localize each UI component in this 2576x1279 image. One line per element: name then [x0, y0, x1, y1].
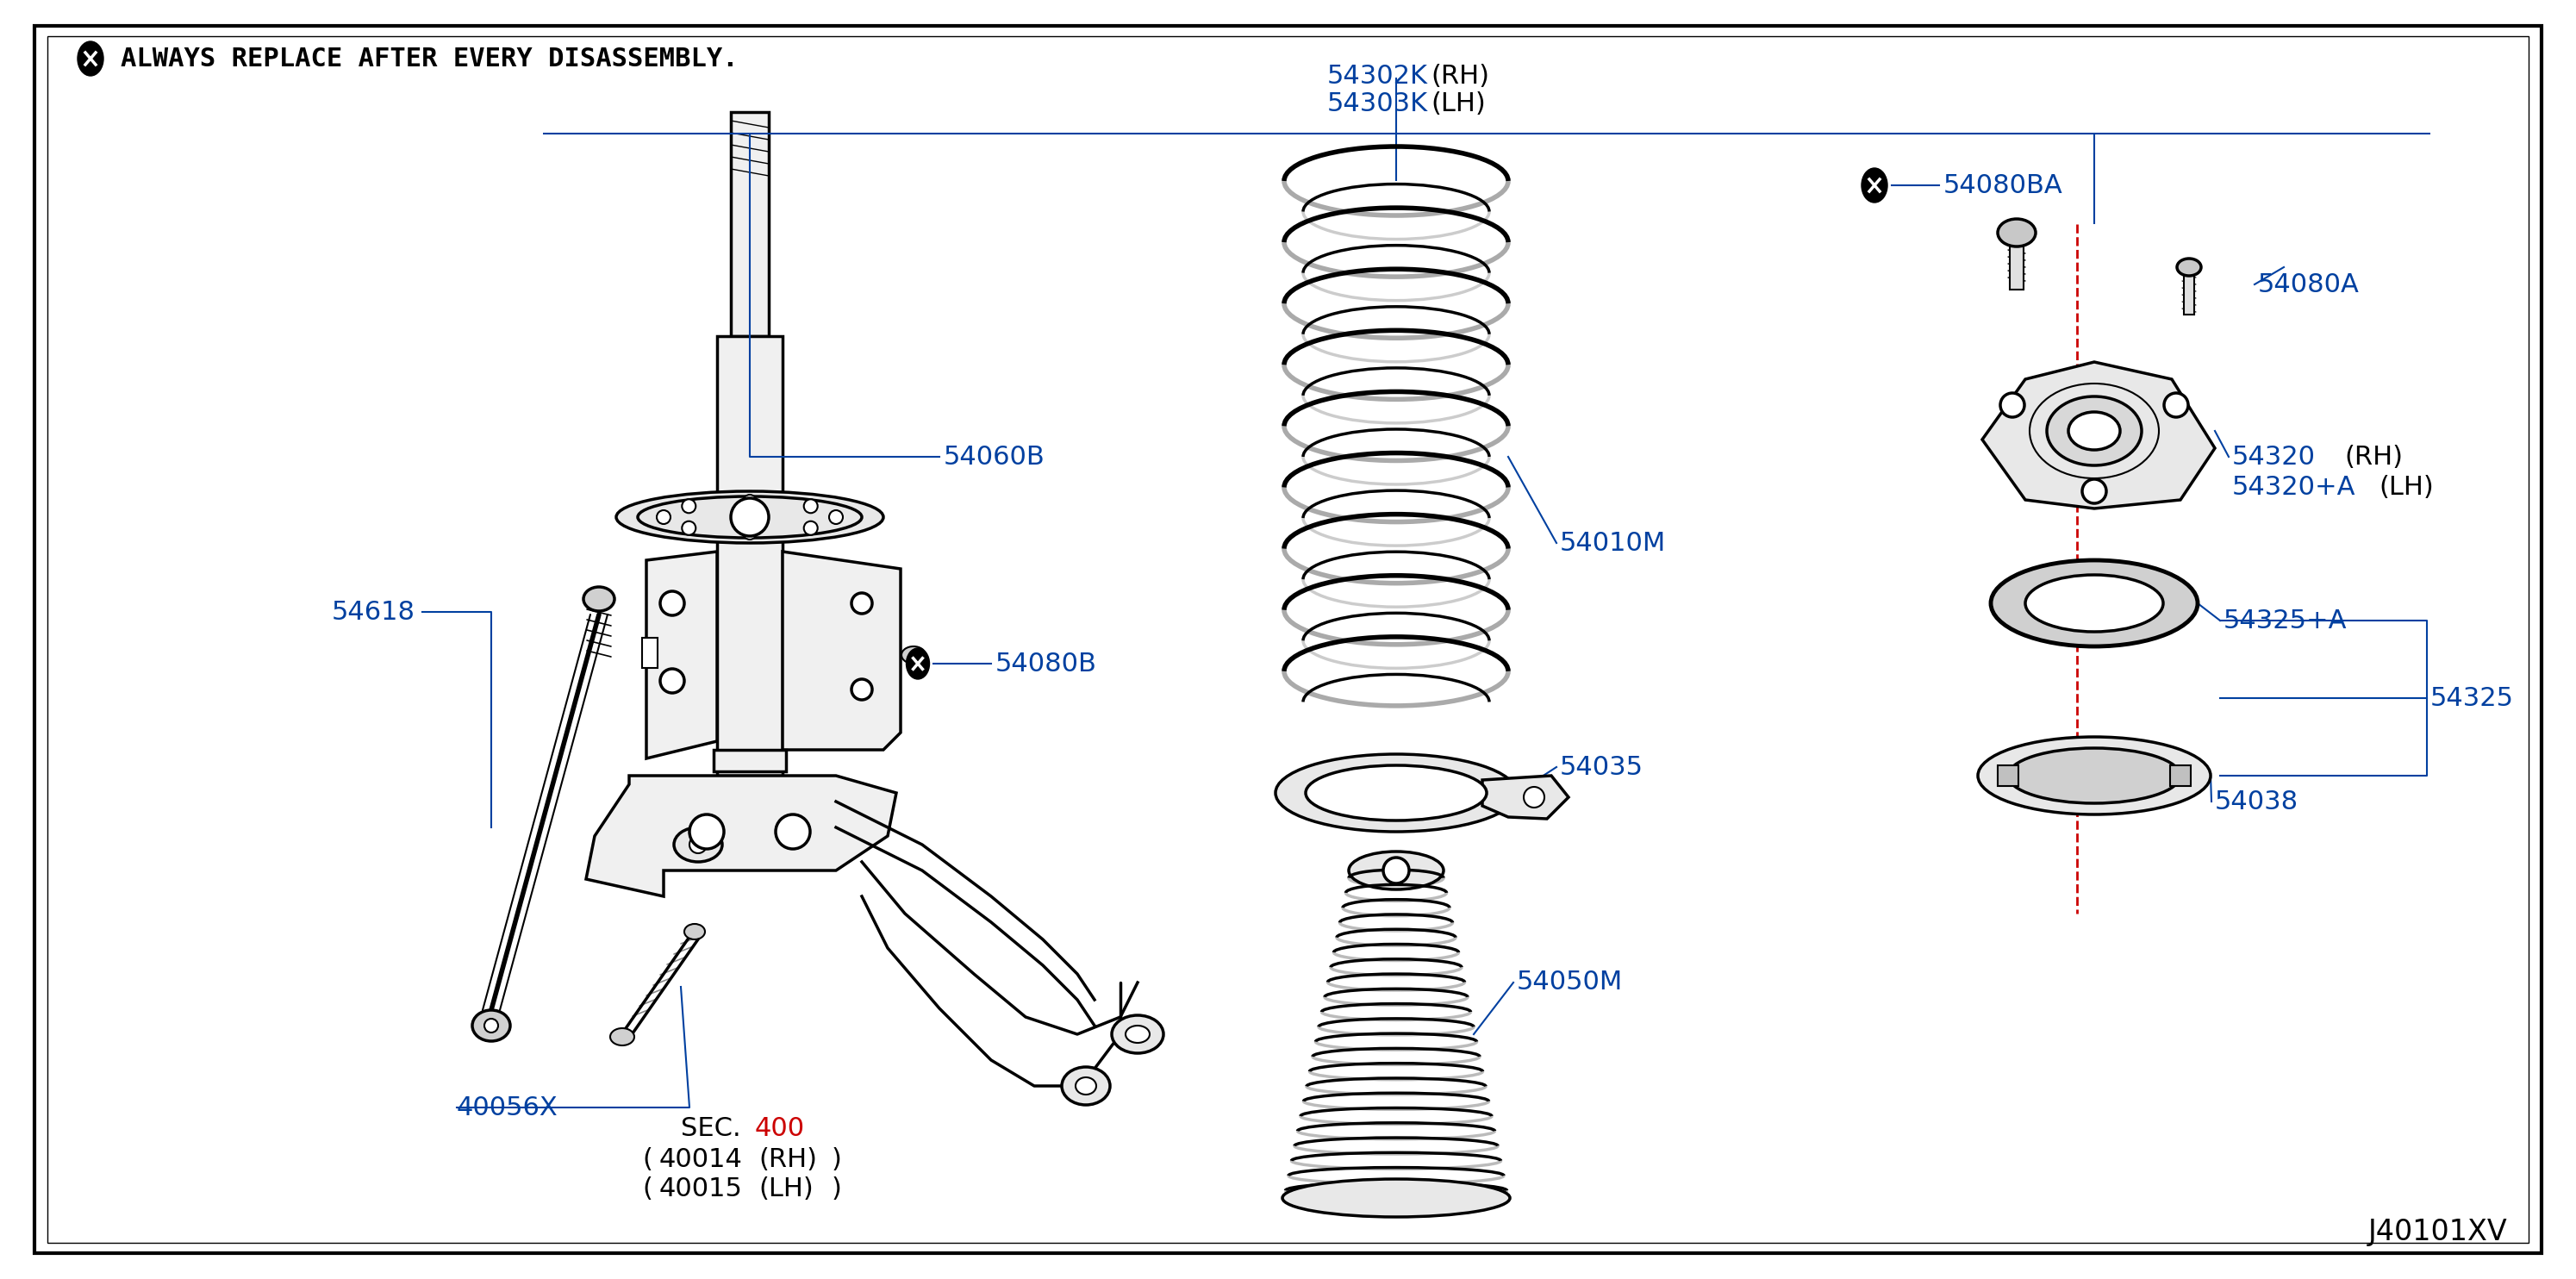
- Text: (RH): (RH): [757, 1147, 817, 1172]
- Bar: [714, 749, 786, 771]
- Text: (RH): (RH): [2344, 444, 2403, 469]
- Text: 54302K: 54302K: [1327, 64, 1427, 88]
- Bar: [2009, 247, 2025, 289]
- Circle shape: [804, 521, 817, 535]
- Text: (LH): (LH): [1430, 91, 1486, 116]
- Text: (LH): (LH): [757, 1177, 814, 1202]
- Bar: [716, 535, 783, 775]
- Ellipse shape: [1061, 1067, 1110, 1105]
- Text: ): ): [832, 1177, 842, 1202]
- Ellipse shape: [2009, 748, 2179, 803]
- Ellipse shape: [639, 496, 863, 537]
- Circle shape: [659, 669, 685, 693]
- Text: 54060B: 54060B: [943, 444, 1046, 469]
- Bar: [1999, 765, 2020, 787]
- Ellipse shape: [2048, 396, 2141, 466]
- Bar: [2169, 765, 2190, 787]
- Text: ALWAYS REPLACE AFTER EVERY DISASSEMBLY.: ALWAYS REPLACE AFTER EVERY DISASSEMBLY.: [121, 46, 739, 72]
- Ellipse shape: [1978, 737, 2210, 815]
- Circle shape: [659, 591, 685, 615]
- Circle shape: [742, 495, 757, 509]
- Ellipse shape: [611, 1028, 634, 1045]
- Circle shape: [1525, 787, 1546, 807]
- Text: 54080BA: 54080BA: [1942, 173, 2063, 198]
- Text: 54050M: 54050M: [1517, 969, 1623, 995]
- Text: (: (: [641, 1177, 652, 1202]
- Ellipse shape: [1275, 755, 1517, 831]
- Ellipse shape: [582, 587, 616, 611]
- Circle shape: [1383, 857, 1409, 884]
- Text: 54038: 54038: [2215, 789, 2298, 813]
- Ellipse shape: [471, 1010, 510, 1041]
- Ellipse shape: [1991, 560, 2197, 646]
- Bar: [732, 113, 768, 336]
- Text: 54320: 54320: [2233, 444, 2316, 469]
- Text: 54080A: 54080A: [2259, 272, 2360, 297]
- Text: 40014: 40014: [659, 1147, 742, 1172]
- Text: 400: 400: [755, 1117, 806, 1142]
- Circle shape: [484, 1018, 497, 1032]
- Ellipse shape: [2025, 574, 2164, 632]
- Circle shape: [775, 815, 809, 849]
- Circle shape: [829, 510, 842, 524]
- Polygon shape: [783, 551, 902, 749]
- Text: 54618: 54618: [332, 600, 415, 624]
- Bar: [2184, 267, 2195, 315]
- Circle shape: [732, 498, 768, 536]
- Circle shape: [853, 593, 873, 614]
- Ellipse shape: [1306, 765, 1486, 821]
- Ellipse shape: [616, 491, 884, 544]
- Circle shape: [853, 679, 873, 700]
- Ellipse shape: [1350, 852, 1443, 889]
- Ellipse shape: [1077, 1077, 1097, 1095]
- Text: 54325: 54325: [2429, 686, 2514, 711]
- Text: (RH): (RH): [1430, 64, 1489, 88]
- Bar: [544, 113, 1033, 1181]
- Text: (LH): (LH): [2378, 475, 2434, 499]
- Text: ): ): [832, 1147, 842, 1172]
- Circle shape: [683, 521, 696, 535]
- Circle shape: [2164, 393, 2187, 417]
- Ellipse shape: [1999, 219, 2035, 247]
- Text: 54035: 54035: [1561, 755, 1643, 780]
- Ellipse shape: [1862, 168, 1888, 202]
- Circle shape: [2002, 393, 2025, 417]
- Bar: [1193, 113, 1651, 1233]
- Circle shape: [804, 499, 817, 513]
- Circle shape: [742, 526, 757, 540]
- Polygon shape: [1981, 362, 2215, 509]
- Ellipse shape: [1283, 1179, 1510, 1216]
- Text: (: (: [641, 1147, 652, 1172]
- Polygon shape: [1481, 775, 1569, 819]
- Circle shape: [657, 510, 670, 524]
- Ellipse shape: [1113, 1016, 1164, 1053]
- Polygon shape: [587, 775, 896, 897]
- Ellipse shape: [2069, 412, 2120, 450]
- Ellipse shape: [685, 923, 706, 940]
- Ellipse shape: [902, 646, 925, 664]
- Bar: [641, 638, 657, 668]
- Circle shape: [2081, 480, 2107, 504]
- Circle shape: [690, 815, 724, 849]
- Ellipse shape: [2177, 258, 2200, 276]
- Circle shape: [690, 836, 706, 853]
- Text: 54320+A: 54320+A: [2233, 475, 2357, 499]
- Ellipse shape: [77, 41, 103, 75]
- Ellipse shape: [907, 648, 930, 679]
- Text: 54325+A: 54325+A: [2223, 608, 2347, 633]
- Text: SEC.: SEC.: [680, 1117, 742, 1142]
- Text: J40101XV: J40101XV: [2367, 1218, 2506, 1246]
- Ellipse shape: [1126, 1026, 1149, 1042]
- Text: 40056X: 40056X: [456, 1095, 559, 1120]
- Text: 54303K: 54303K: [1327, 91, 1427, 116]
- Ellipse shape: [675, 828, 721, 862]
- Bar: [716, 336, 783, 509]
- Text: 40015: 40015: [659, 1177, 742, 1202]
- Polygon shape: [647, 551, 716, 758]
- Text: 54080B: 54080B: [994, 651, 1097, 677]
- Text: 54010M: 54010M: [1561, 531, 1667, 555]
- Circle shape: [683, 499, 696, 513]
